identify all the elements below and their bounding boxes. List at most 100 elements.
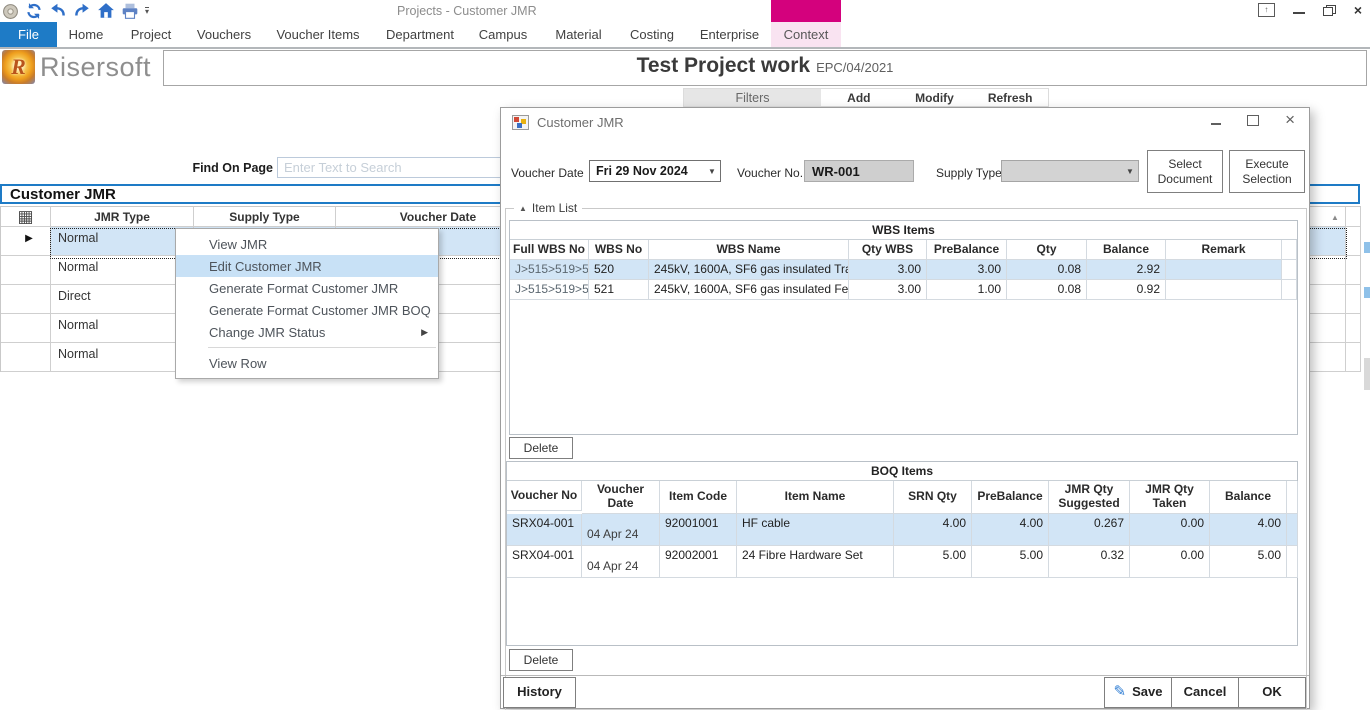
execute-selection-button[interactable]: Execute Selection: [1229, 150, 1305, 193]
grid-cell-jmr-type[interactable]: Normal: [51, 256, 194, 285]
grid-cell-jmr-type[interactable]: Normal: [51, 343, 194, 372]
wbs-cell[interactable]: J>515>519>5: [510, 260, 589, 280]
wbs-cell[interactable]: 521: [589, 280, 649, 300]
boq-cell[interactable]: 0.267: [1049, 513, 1130, 546]
tab-project[interactable]: Project: [130, 27, 172, 42]
wbs-cell[interactable]: 3.00: [927, 260, 1007, 280]
row-selector[interactable]: [1, 343, 51, 372]
supply-type-combo[interactable]: ▼: [1001, 160, 1139, 182]
boq-cell[interactable]: 5.00: [1210, 545, 1287, 578]
tab-campus[interactable]: Campus: [478, 27, 528, 42]
modify-button[interactable]: Modify: [915, 90, 954, 105]
boq-cell[interactable]: 5.00: [972, 545, 1049, 578]
wbs-col-qty[interactable]: Qty: [1007, 240, 1087, 260]
tab-costing[interactable]: Costing: [629, 27, 675, 42]
undo-icon[interactable]: [49, 2, 67, 20]
menu-item-change-jmr-status[interactable]: Change JMR Status ▶: [176, 321, 438, 343]
boq-cell[interactable]: 04 Apr 24: [582, 513, 660, 546]
column-header-jmr-type[interactable]: JMR Type: [51, 206, 194, 227]
boq-cell[interactable]: 0.00: [1130, 545, 1210, 578]
boq-cell[interactable]: 04 Apr 24: [582, 545, 660, 578]
wbs-cell[interactable]: 0.08: [1007, 260, 1087, 280]
ok-button[interactable]: OK: [1238, 677, 1306, 708]
row-selector[interactable]: [1, 314, 51, 343]
dialog-maximize-icon[interactable]: [1247, 114, 1260, 126]
menu-item-edit-customer-jmr[interactable]: Edit Customer JMR: [176, 255, 438, 277]
scroll-up-icon[interactable]: ▲: [1331, 213, 1339, 222]
tab-vouchers[interactable]: Vouchers: [196, 27, 252, 42]
wbs-cell[interactable]: 520: [589, 260, 649, 280]
wbs-cell[interactable]: 2.92: [1087, 260, 1166, 280]
menu-item-generate-format-customer-jmr[interactable]: Generate Format Customer JMR: [209, 280, 399, 296]
minimize-icon[interactable]: [1292, 12, 1305, 14]
boq-cell[interactable]: 5.00: [894, 545, 972, 578]
dialog-minimize-icon[interactable]: [1211, 123, 1222, 125]
voucher-date-combo[interactable]: Fri 29 Nov 2024 ▼: [589, 160, 721, 182]
boq-cell[interactable]: 4.00: [894, 513, 972, 546]
grid-cell-jmr-type[interactable]: Direct: [51, 285, 194, 314]
wbs-cell[interactable]: 0.92: [1087, 280, 1166, 300]
wbs-col-prebalance[interactable]: PreBalance: [927, 240, 1007, 260]
grid-corner-cell[interactable]: ▦: [1, 206, 51, 227]
wbs-cell[interactable]: 3.00: [849, 260, 927, 280]
filters-tab[interactable]: Filters: [684, 89, 821, 106]
tab-home[interactable]: Home: [68, 27, 104, 42]
boq-col-jmr-qty-suggested[interactable]: JMR Qty Suggested: [1049, 481, 1130, 514]
boq-col-voucher-date[interactable]: Voucher Date: [582, 481, 660, 514]
wbs-cell[interactable]: 245kV, 1600A, SF6 gas insulated Fee: [649, 280, 849, 300]
boq-col-voucher-no[interactable]: Voucher No: [507, 481, 582, 511]
wbs-cell[interactable]: J>515>519>5: [510, 280, 589, 300]
boq-cell[interactable]: 4.00: [972, 513, 1049, 546]
redo-icon[interactable]: [73, 2, 91, 20]
boq-cell[interactable]: 0.32: [1049, 545, 1130, 578]
tab-file[interactable]: File: [0, 22, 57, 47]
add-button[interactable]: Add: [847, 90, 871, 105]
boq-cell[interactable]: 0.00: [1130, 513, 1210, 546]
menu-item-view-jmr[interactable]: View JMR: [209, 236, 268, 252]
boq-cell[interactable]: 92001001: [660, 513, 737, 546]
wbs-delete-button[interactable]: Delete: [509, 437, 573, 459]
tab-material[interactable]: Material: [555, 27, 602, 42]
customize-quick-access-icon[interactable]: ▾: [145, 7, 150, 16]
wbs-cell[interactable]: 3.00: [849, 280, 927, 300]
wbs-col-wbs-name[interactable]: WBS Name: [649, 240, 849, 260]
wbs-col-remark[interactable]: Remark: [1166, 240, 1282, 260]
grid-cell-jmr-type[interactable]: Normal: [51, 314, 194, 343]
select-document-button[interactable]: Select Document: [1147, 150, 1223, 193]
boq-col-prebalance[interactable]: PreBalance: [972, 481, 1049, 514]
boq-delete-button[interactable]: Delete: [509, 649, 573, 671]
wbs-cell[interactable]: 0.08: [1007, 280, 1087, 300]
row-selector[interactable]: [1, 285, 51, 314]
boq-col-item-code[interactable]: Item Code: [660, 481, 737, 514]
grid-cell-jmr-type[interactable]: Normal: [51, 227, 194, 256]
restore-icon[interactable]: [1322, 4, 1336, 16]
refresh-icon[interactable]: [25, 2, 43, 20]
wbs-col-balance[interactable]: Balance: [1087, 240, 1166, 260]
history-button[interactable]: History: [503, 677, 576, 708]
menu-item-generate-format-customer-jmr-boq[interactable]: Generate Format Customer JMR BOQ: [209, 302, 431, 318]
wbs-cell[interactable]: 1.00: [927, 280, 1007, 300]
tab-voucher-items[interactable]: Voucher Items: [276, 27, 360, 42]
menu-item-view-row[interactable]: View Row: [209, 355, 267, 371]
tab-department[interactable]: Department: [386, 27, 454, 42]
boq-col-balance[interactable]: Balance: [1210, 481, 1287, 514]
boq-cell[interactable]: HF cable: [737, 513, 894, 546]
tab-context[interactable]: Context: [771, 22, 841, 47]
home-icon[interactable]: [97, 2, 115, 20]
collapse-ribbon-icon[interactable]: ↑: [1257, 3, 1275, 17]
column-header-supply-type[interactable]: Supply Type: [194, 206, 336, 227]
cancel-button[interactable]: Cancel: [1171, 677, 1239, 708]
row-selector[interactable]: ▶: [1, 227, 51, 256]
row-selector[interactable]: [1, 256, 51, 285]
boq-col-item-name[interactable]: Item Name: [737, 481, 894, 514]
save-button[interactable]: ✎ Save: [1104, 677, 1172, 708]
wbs-cell[interactable]: [1166, 260, 1282, 280]
boq-cell[interactable]: 4.00: [1210, 513, 1287, 546]
boq-cell[interactable]: SRX04-001: [507, 513, 582, 546]
boq-cell[interactable]: SRX04-001: [507, 545, 582, 578]
dialog-close-icon[interactable]: ×: [1285, 110, 1295, 129]
wbs-col-qty-wbs[interactable]: Qty WBS: [849, 240, 927, 260]
boq-cell[interactable]: 24 Fibre Hardware Set: [737, 545, 894, 578]
wbs-cell[interactable]: [1166, 280, 1282, 300]
boq-col-jmr-qty-taken[interactable]: JMR Qty Taken: [1130, 481, 1210, 514]
